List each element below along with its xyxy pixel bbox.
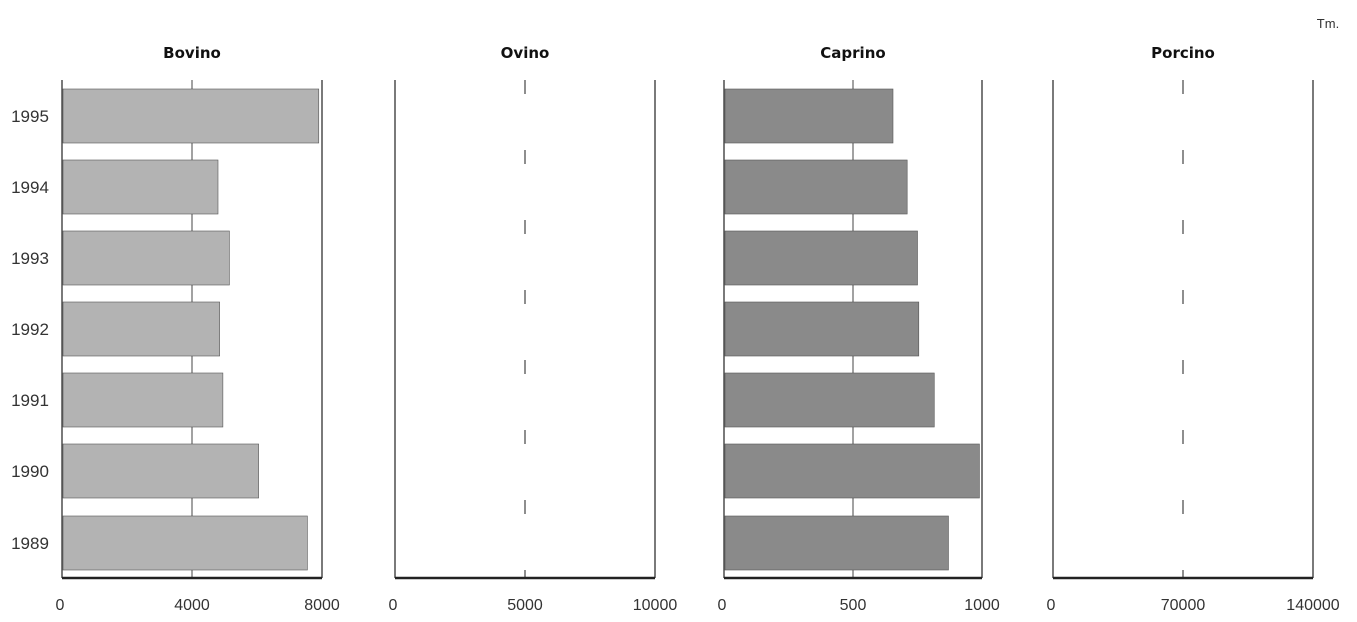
panel-bovino: Bovino 1995 1994 1993 1992 1991 1990 1989 0 4000 8…	[11, 44, 340, 614]
unit-label: Tm.	[1317, 16, 1339, 31]
panel-title-ovino: Ovino	[501, 44, 550, 62]
tick-label-caprino-500: 500	[840, 597, 867, 614]
bar-caprino-1994	[724, 159, 908, 215]
bar-bovino-1991	[62, 372, 224, 428]
bar-caprino-1991	[724, 372, 935, 428]
year-label-1991: 1991	[11, 391, 49, 410]
tick-label-ovino-10000: 10000	[633, 597, 678, 614]
bar-caprino-1993	[724, 230, 918, 286]
tick-label-caprino-1000: 1000	[964, 597, 1000, 614]
tick-label-bovino-0: 0	[56, 597, 65, 614]
bar-caprino-1989	[724, 515, 949, 571]
panel-ovino: Ovino 0 5000 10000	[389, 44, 678, 614]
bar-bovino-1990	[62, 443, 259, 499]
tick-label-porcino-140000: 140000	[1286, 597, 1339, 614]
bar-bovino-1995	[62, 88, 320, 144]
tick-label-porcino-70000: 70000	[1161, 597, 1206, 614]
year-label-1993: 1993	[11, 249, 49, 268]
bar-caprino-1990	[724, 443, 980, 499]
panel-caprino: Caprino 0 500 1000	[718, 44, 1000, 614]
tick-label-caprino-0: 0	[718, 597, 727, 614]
panel-title-porcino: Porcino	[1151, 44, 1215, 62]
tick-label-ovino-0: 0	[389, 597, 398, 614]
bar-caprino-1995	[724, 88, 894, 144]
panel-title-bovino: Bovino	[163, 44, 221, 62]
tick-label-ovino-5000: 5000	[507, 597, 543, 614]
panel-porcino: Porcino 0 70000 140000	[1047, 44, 1340, 614]
tick-label-bovino-8000: 8000	[304, 597, 340, 614]
year-label-1990: 1990	[11, 462, 49, 481]
year-label-1995: 1995	[11, 107, 49, 126]
bar-bovino-1993	[62, 230, 230, 286]
year-label-1994: 1994	[11, 178, 49, 197]
panel-title-caprino: Caprino	[820, 44, 885, 62]
year-label-1989: 1989	[11, 534, 49, 553]
bar-bovino-1994	[62, 159, 219, 215]
tick-label-bovino-4000: 4000	[174, 597, 210, 614]
bar-caprino-1992	[724, 301, 920, 357]
tick-label-porcino-0: 0	[1047, 597, 1056, 614]
bar-bovino-1989	[62, 515, 308, 571]
year-label-1992: 1992	[11, 320, 49, 339]
bar-bovino-1992	[62, 301, 220, 357]
